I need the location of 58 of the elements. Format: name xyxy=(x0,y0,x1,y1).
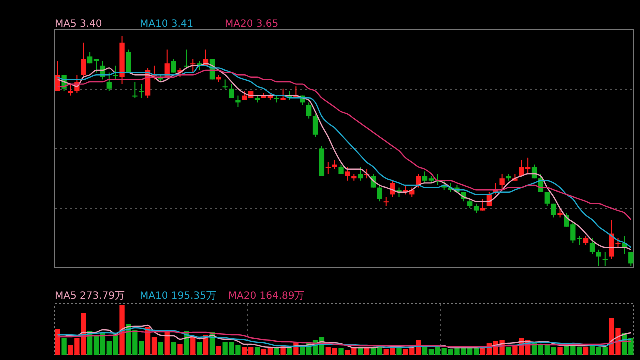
bar xyxy=(254,347,260,355)
bar xyxy=(338,348,344,355)
candlestick xyxy=(306,102,312,120)
candlestick xyxy=(345,166,350,182)
text: MA5 3.40 xyxy=(55,19,102,30)
bar xyxy=(158,342,164,355)
candlestick xyxy=(139,84,144,99)
text: MA5 273.79万 xyxy=(55,291,125,302)
candlestick xyxy=(474,203,480,214)
bar xyxy=(55,329,60,355)
candlestick xyxy=(390,180,396,198)
candlestick xyxy=(236,95,241,108)
text: MA20 3.65 xyxy=(225,19,279,30)
candlestick xyxy=(480,198,486,212)
candlestick xyxy=(113,65,118,80)
candlestick xyxy=(583,236,589,246)
candlestick xyxy=(68,84,74,96)
bar xyxy=(287,348,292,355)
bar xyxy=(164,332,170,355)
candlestick xyxy=(358,166,364,182)
candlestick xyxy=(190,58,196,74)
candlestick xyxy=(280,88,286,101)
bar xyxy=(358,348,364,355)
bar xyxy=(216,346,222,355)
candlestick xyxy=(326,162,331,174)
candlestick xyxy=(551,203,556,218)
text: MA20 164.89万 xyxy=(228,291,305,302)
bar xyxy=(120,305,125,355)
candlestick xyxy=(132,82,138,99)
bar xyxy=(558,347,563,355)
bar xyxy=(171,342,176,355)
candlestick xyxy=(184,49,190,69)
bar xyxy=(274,348,280,355)
candlestick xyxy=(500,174,505,191)
candlestick xyxy=(558,208,563,218)
candlestick xyxy=(596,249,602,266)
bar xyxy=(62,338,67,355)
candlestick xyxy=(81,42,86,78)
candlestick xyxy=(544,192,550,207)
candlestick xyxy=(229,84,234,99)
candlestick xyxy=(590,238,596,255)
candlestick xyxy=(171,58,176,74)
bar xyxy=(506,347,512,355)
candlestick xyxy=(377,185,383,202)
candlestick xyxy=(222,79,228,90)
bar xyxy=(196,342,202,355)
candlestick xyxy=(602,252,608,266)
bar xyxy=(583,347,589,355)
bar xyxy=(178,344,183,355)
candlestick xyxy=(126,49,132,74)
candlestick xyxy=(384,196,389,207)
candlestick xyxy=(628,252,634,266)
candlestick xyxy=(312,114,318,138)
bar xyxy=(190,337,196,355)
text: MA10 195.35万 xyxy=(140,291,216,302)
text: MA10 3.41 xyxy=(140,19,194,30)
candlestick xyxy=(468,198,473,209)
candlestick xyxy=(106,72,112,92)
